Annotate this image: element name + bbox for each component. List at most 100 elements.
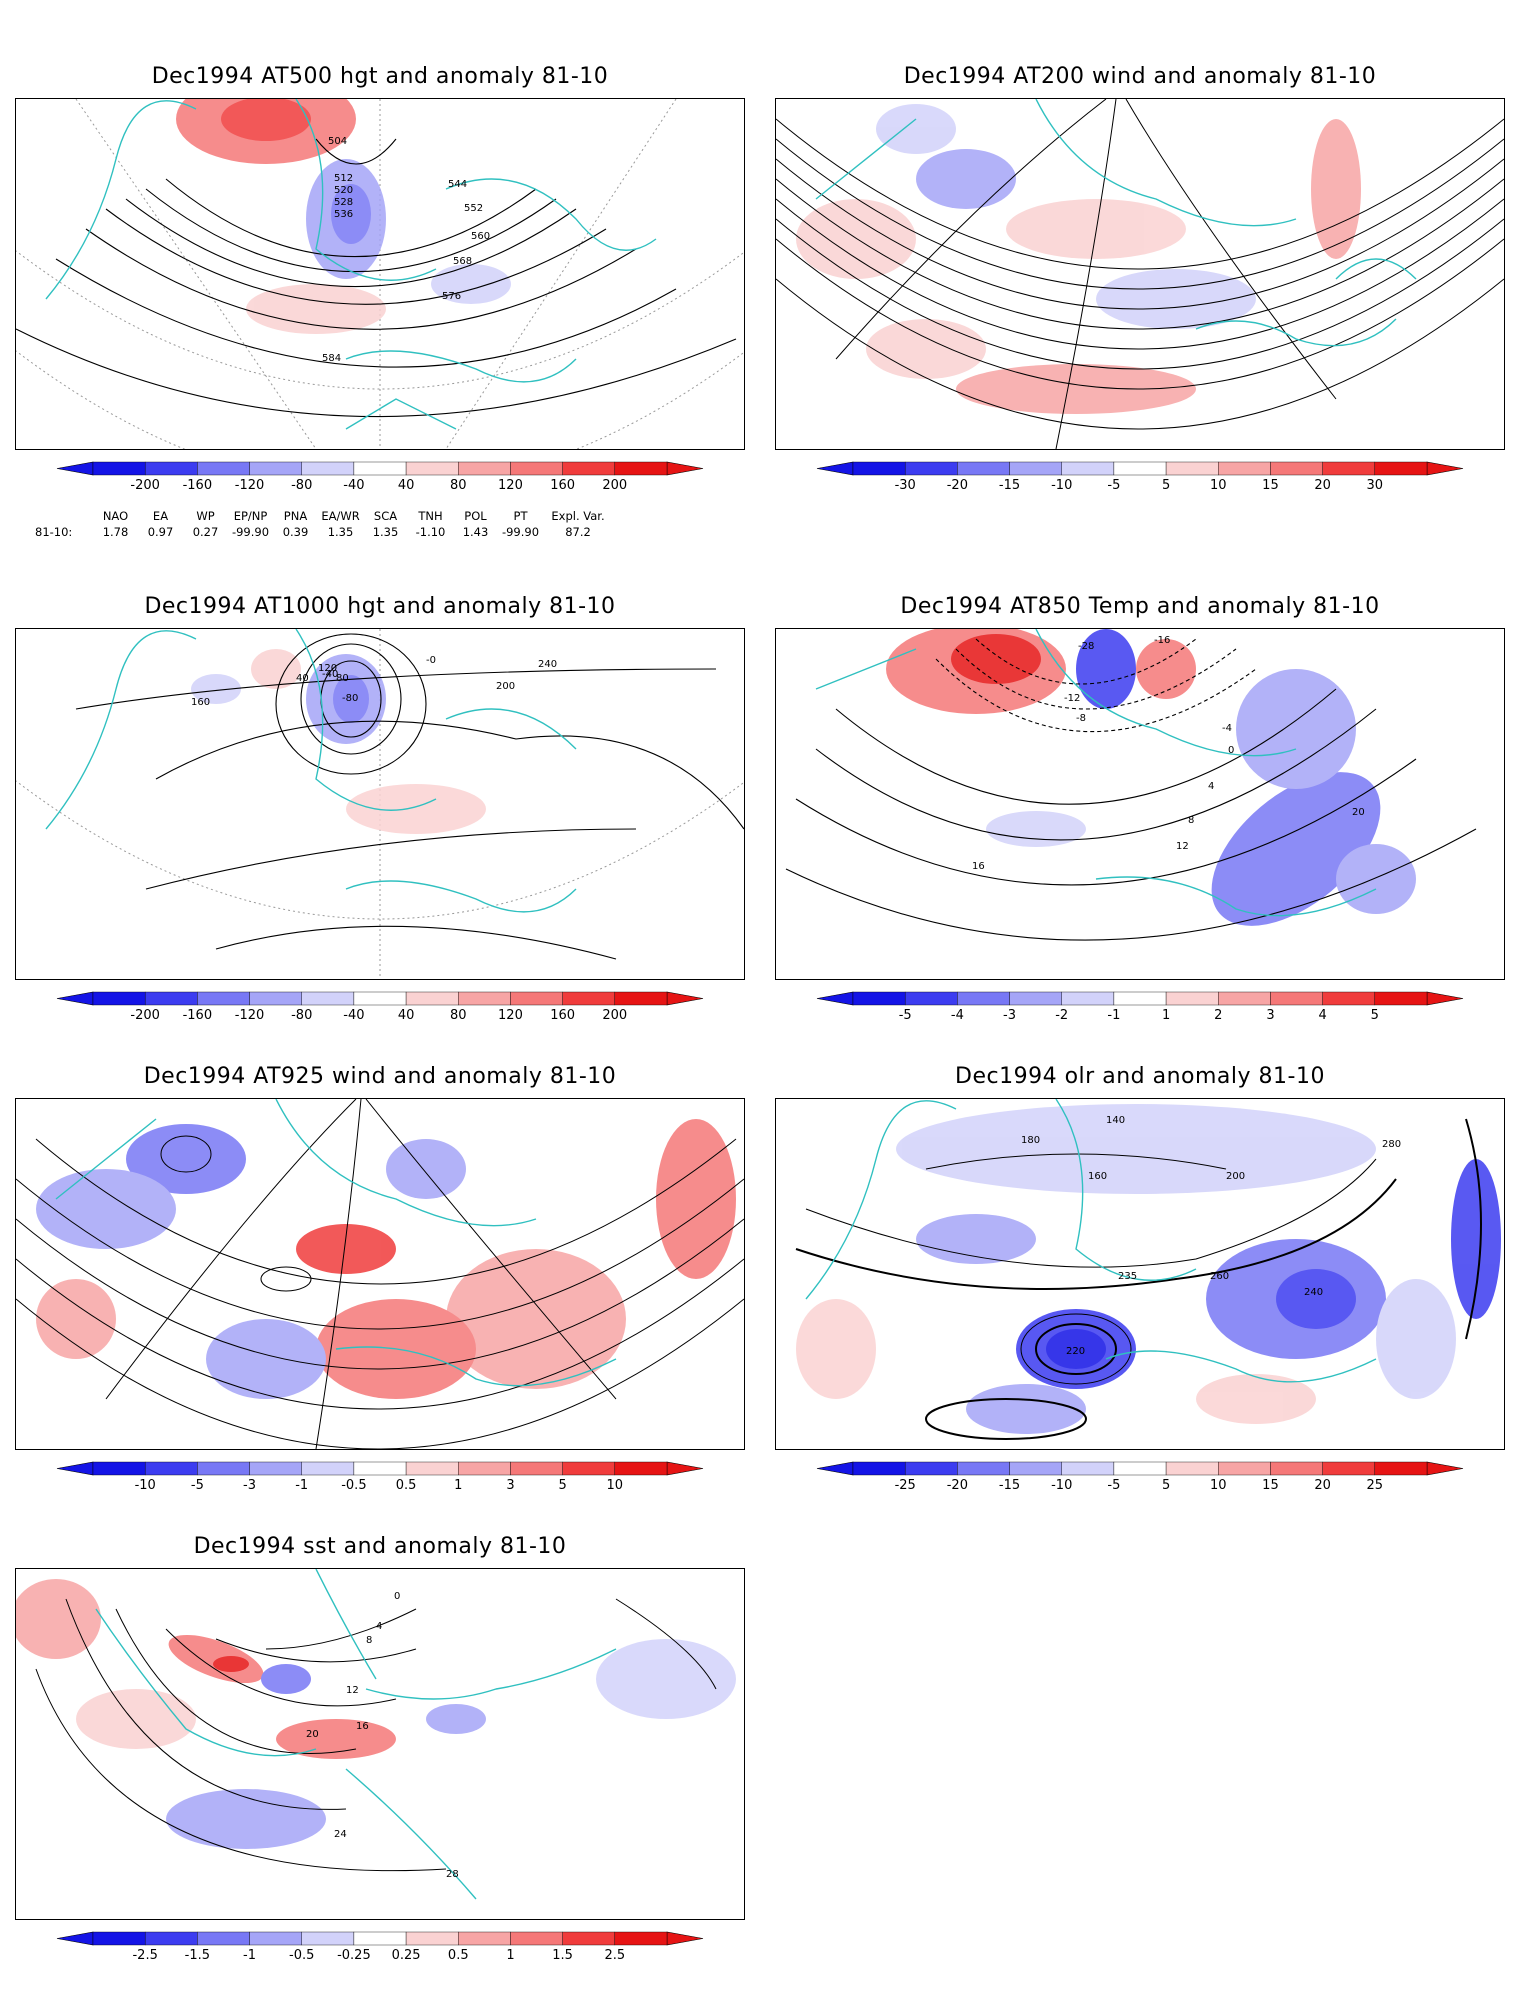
map-olr: 140 160 180 200 220 235 240 260 280 [775, 1098, 1505, 1450]
map-canvas: 140 160 180 200 220 235 240 260 280 [795, 1099, 1501, 1440]
colorbar-tick-label: -200 [130, 478, 160, 493]
colorbar-bin [1322, 1461, 1376, 1476]
colorbar-tick-label: -15 [999, 478, 1020, 493]
colorbar-tick-label: 5 [1371, 1008, 1379, 1023]
anomaly-shading [36, 1119, 736, 1399]
colorbar-bin [1165, 1461, 1219, 1476]
contour-label: -28 [1078, 641, 1094, 652]
colorbar-bin [904, 461, 958, 476]
colorbar-tick-label: -200 [130, 1008, 160, 1023]
colorbar-bin [249, 1931, 302, 1946]
colorbar-tick-label: -10 [1051, 478, 1072, 493]
contour-label: 12 [346, 1685, 359, 1696]
colorbar-bin [301, 461, 355, 476]
colorbar-tick-label: 160 [550, 478, 575, 493]
teleconnection-value: 1.43 [462, 525, 489, 539]
coastlines [95, 1569, 617, 1900]
colorbar-tick-label: 2 [1214, 1008, 1222, 1023]
colorbar-tick-label: -0.5 [341, 1478, 366, 1493]
colorbar: -10 -5 -3 -1 -0.5 0.5 1 3 5 10 [56, 1461, 704, 1502]
contour-label: 280 [1382, 1139, 1401, 1150]
teleconnection-header: PNA [283, 509, 308, 523]
contour-label: -8 [1076, 713, 1086, 724]
colorbar-tick-label: -80 [291, 1008, 312, 1023]
contour-label: -0 [426, 655, 436, 666]
colorbar-bin [562, 1931, 616, 1946]
colorbar-low-arrow [816, 991, 854, 1006]
contour-label: 504 [328, 136, 347, 147]
teleconnection-header: NAO [102, 509, 129, 523]
teleconnection-value: -99.90 [501, 525, 540, 539]
colorbar-tick-label: 3 [506, 1478, 514, 1493]
colorbar-high-arrow [1426, 461, 1464, 476]
teleconnection-header: EA [152, 509, 169, 523]
colorbar-bin [353, 991, 407, 1006]
colorbar-canvas: -25 -20 -15 -10 -5 5 10 15 20 25 [816, 1461, 1464, 1493]
colorbar-bin [92, 1461, 146, 1476]
contour-label: 12 [1176, 841, 1189, 852]
colorbar-canvas: -5 -4 -3 -2 -1 1 2 3 4 5 [816, 991, 1464, 1023]
colorbar: -2.5 -1.5 -1 -0.5 -0.25 0.25 0.5 1 1.5 2.5 [56, 1931, 704, 1972]
colorbar-bin [301, 1931, 355, 1946]
colorbar-tick-label: -40 [343, 478, 364, 493]
colorbar-tick-label: -10 [135, 1478, 156, 1493]
contour-labels: -28 -16 -12 -8 -4 0 4 8 12 16 20 [972, 635, 1365, 872]
colorbar-bin [1165, 461, 1219, 476]
contours [75, 633, 744, 960]
colorbar-bin [510, 1931, 563, 1946]
teleconnection-header: PT [513, 509, 528, 523]
colorbar-bin [510, 461, 563, 476]
contour-labels: -80 -40 -0 40 80 120 160 200 240 [191, 655, 557, 708]
colorbar-high-arrow [1426, 991, 1464, 1006]
colorbar-tick-label: 25 [1367, 1478, 1384, 1493]
colorbar-low-arrow [816, 461, 854, 476]
contour-label: 200 [1226, 1171, 1245, 1182]
colorbar-bin [1061, 461, 1115, 476]
colorbar-high-arrow [666, 461, 704, 476]
colorbar-tick-label: 40 [398, 1008, 415, 1023]
colorbar-tick-label: -20 [947, 478, 968, 493]
colorbar-bin [197, 1931, 250, 1946]
contour-labels: 0 4 8 12 16 20 24 28 [306, 1591, 459, 1880]
colorbar: -25 -20 -15 -10 -5 5 10 15 20 25 [816, 1461, 1464, 1502]
colorbar-bin [562, 1461, 616, 1476]
colorbar-tick-label: 5 [558, 1478, 566, 1493]
contour-label: 80 [336, 673, 349, 684]
contours [795, 1118, 1482, 1440]
colorbar-bin [144, 1931, 198, 1946]
graticule [16, 99, 744, 449]
colorbar-tick-label: -25 [895, 1478, 916, 1493]
contour-label: 584 [322, 353, 341, 364]
colorbar-tick-label: 1 [506, 1948, 514, 1963]
teleconnection-header: WP [196, 509, 215, 523]
contour-label: 536 [334, 209, 353, 220]
teleconnection-value: 87.2 [565, 525, 591, 539]
coastlines [815, 99, 1417, 347]
contours [785, 638, 1477, 941]
colorbar-bin [92, 1931, 146, 1946]
colorbar-tick-label: -2 [1055, 1008, 1068, 1023]
colorbar-tick-label: 10 [1210, 1478, 1227, 1493]
contour-labels: 504 512 520 528 536 544 552 560 568 576 … [322, 136, 490, 364]
colorbar-tick-label: 5 [1162, 478, 1170, 493]
colorbar-tick-label: -10 [1051, 1478, 1072, 1493]
map-t850: -28 -16 -12 -8 -4 0 4 8 12 16 20 [775, 628, 1505, 980]
contour-label: 120 [318, 663, 337, 674]
colorbar-tick-label: 5 [1162, 1478, 1170, 1493]
teleconnection-value: 1.35 [372, 525, 399, 539]
colorbar-tick-label: -30 [895, 478, 916, 493]
contour-label: 520 [334, 185, 353, 196]
colorbar-bin [1374, 461, 1428, 476]
panel-title: Dec1994 AT850 Temp and anomaly 81-10 [900, 594, 1380, 619]
colorbar-tick-label: -160 [183, 478, 213, 493]
colorbar-high-arrow [666, 1461, 704, 1476]
contour-label: 568 [453, 256, 472, 267]
colorbar-bin [249, 991, 302, 1006]
colorbar-tick-label: -3 [1003, 1008, 1016, 1023]
colorbar-bin [614, 991, 668, 1006]
colorbar-bin [1061, 991, 1115, 1006]
colorbar-bin [1113, 1461, 1167, 1476]
contour-label: 4 [376, 1621, 382, 1632]
colorbar-tick-label: 160 [550, 1008, 575, 1023]
map-canvas: 504 512 520 528 536 544 552 560 568 576 … [16, 99, 744, 449]
